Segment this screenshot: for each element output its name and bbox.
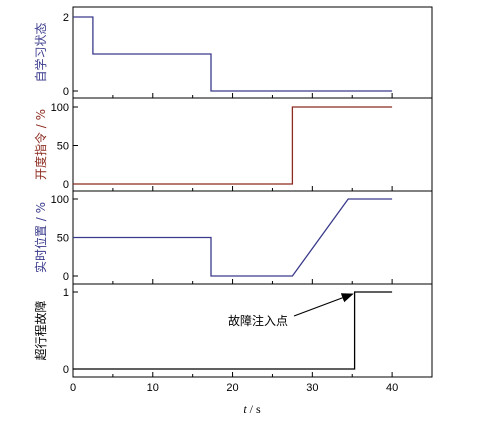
annotation-arrow (293, 293, 354, 317)
y-tick-label: 2 (63, 12, 69, 24)
series-line (73, 106, 393, 185)
y-tick-label: 50 (57, 141, 69, 153)
y-tick-label: 0 (63, 86, 69, 98)
x-tick-label: 20 (226, 382, 238, 394)
x-tick-label: 10 (147, 382, 159, 394)
y-axis-title: 开度指令 / % (33, 109, 48, 180)
y-tick-label: 100 (51, 194, 69, 206)
panel-4: 0 1 超行程故障 故障注入点 (33, 283, 433, 378)
x-axis-title: t / s (243, 402, 261, 416)
x-axis: t / s 0 10 20 30 40 (70, 382, 398, 416)
y-axis-title: 实时位置 / % (33, 202, 48, 273)
y-axis-title: 超行程故障 (33, 300, 48, 360)
x-tick-label: 30 (306, 382, 318, 394)
series-line (73, 291, 393, 370)
y-axis-title: 自学习状态 (33, 22, 48, 82)
y-tick-label: 0 (63, 271, 69, 283)
panel-frame (72, 283, 433, 378)
y-tick-label: 100 (51, 102, 69, 114)
series-line (73, 198, 393, 277)
series-line (73, 16, 393, 92)
panel-1: 0 2 自学习状态 (33, 6, 433, 99)
y-tick-label: 0 (63, 179, 69, 191)
panel-frame (72, 6, 433, 99)
x-tick-label: 40 (386, 382, 398, 394)
x-tick-label: 0 (70, 382, 76, 394)
y-tick-label: 1 (63, 287, 69, 299)
y-tick-label: 50 (57, 233, 69, 245)
panel-frame (72, 97, 433, 192)
y-tick-label: 0 (63, 364, 69, 376)
annotation-label: 故障注入点 (228, 313, 288, 328)
